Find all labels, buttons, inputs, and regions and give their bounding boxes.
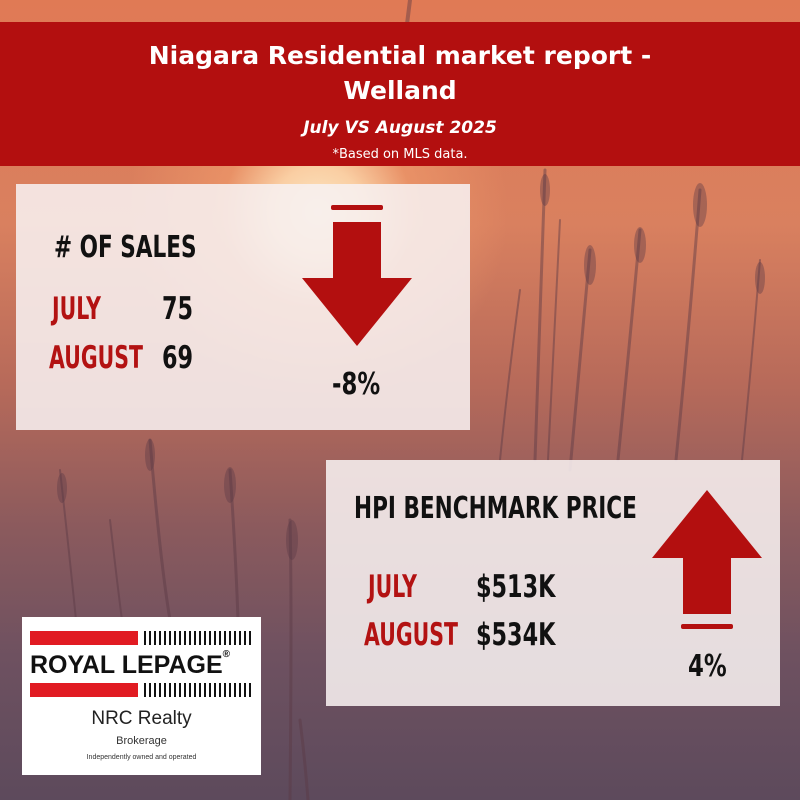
sales-change-percent: -8% (332, 367, 381, 402)
logo-top-stripes (144, 631, 252, 645)
sales-month-label-august: AUGUST (49, 340, 143, 376)
report-title: Niagara Residential market report - Well… (0, 38, 800, 108)
sales-month-label-july: JULY (52, 291, 101, 327)
report-period: July VS August 2025 (303, 118, 497, 138)
hpi-month-label-july: JULY (368, 569, 417, 605)
hpi-value-july: $513K (476, 569, 556, 605)
up-arrow-icon (652, 490, 762, 629)
sales-value-august: 69 (162, 340, 194, 376)
report-title-line2: Welland (343, 76, 457, 105)
logo-wordmark: ROYAL LEPAGE® (30, 649, 231, 680)
royal-lepage-logo: ROYAL LEPAGE® NRC Realty Brokerage Indep… (22, 617, 261, 775)
hpi-card: HPI BENCHMARK PRICE JULY $513K AUGUST $5… (326, 460, 780, 706)
hpi-heading: HPI BENCHMARK PRICE (354, 491, 637, 526)
data-source-note: *Based on MLS data. (332, 147, 468, 162)
hpi-change-percent: 4% (688, 649, 727, 684)
logo-top-red-bar (30, 631, 138, 645)
logo-word-royal: ROYAL (30, 651, 115, 679)
sales-card: # OF SALES JULY 75 AUGUST 69 -8% (16, 184, 470, 430)
logo-brokerage-label: Brokerage (116, 735, 167, 747)
hpi-value-august: $534K (476, 617, 556, 653)
logo-tagline: Independently owned and operated (86, 754, 197, 761)
sales-value-july: 75 (162, 291, 194, 327)
report-title-line1: Niagara Residential market report - (148, 41, 652, 70)
logo-company-name: NRC Realty (91, 708, 192, 729)
sales-heading: # OF SALES (54, 230, 197, 265)
logo-word-lepage: LEPAGE (121, 651, 223, 679)
down-arrow-icon (302, 205, 412, 346)
header-banner: Niagara Residential market report - Well… (0, 22, 800, 166)
hpi-month-label-august: AUGUST (364, 617, 458, 653)
logo-bottom-stripes (144, 683, 252, 697)
logo-bottom-red-bar (30, 683, 138, 697)
registered-mark: ® (222, 649, 231, 660)
